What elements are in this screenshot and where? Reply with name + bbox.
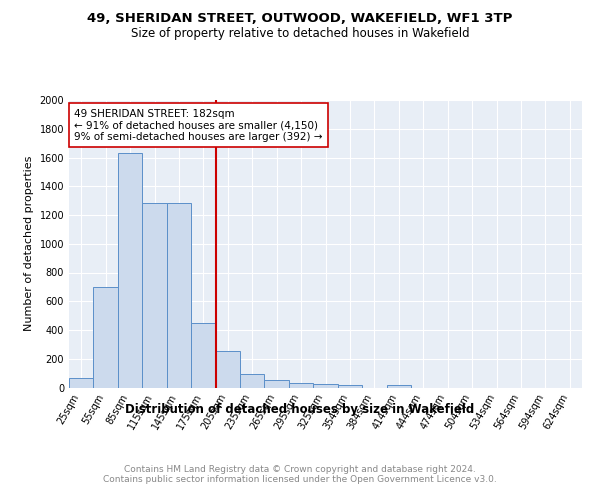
Text: 49, SHERIDAN STREET, OUTWOOD, WAKEFIELD, WF1 3TP: 49, SHERIDAN STREET, OUTWOOD, WAKEFIELD,… [88,12,512,26]
Bar [313,384,338,388]
Bar [94,287,118,388]
Bar [69,378,94,388]
Bar [215,351,240,388]
Text: Size of property relative to detached houses in Wakefield: Size of property relative to detached ho… [131,28,469,40]
Text: 49 SHERIDAN STREET: 182sqm
← 91% of detached houses are smaller (4,150)
9% of se: 49 SHERIDAN STREET: 182sqm ← 91% of deta… [74,108,323,142]
Bar [142,203,167,388]
Bar [289,383,313,388]
Bar [167,203,191,388]
Bar [191,323,215,388]
Text: Distribution of detached houses by size in Wakefield: Distribution of detached houses by size … [125,402,475,415]
Bar [265,380,289,388]
Y-axis label: Number of detached properties: Number of detached properties [24,156,34,332]
Bar [118,153,142,388]
Bar [240,374,265,388]
Bar [386,385,411,388]
Bar [338,385,362,388]
Text: Contains HM Land Registry data © Crown copyright and database right 2024.
Contai: Contains HM Land Registry data © Crown c… [103,465,497,484]
